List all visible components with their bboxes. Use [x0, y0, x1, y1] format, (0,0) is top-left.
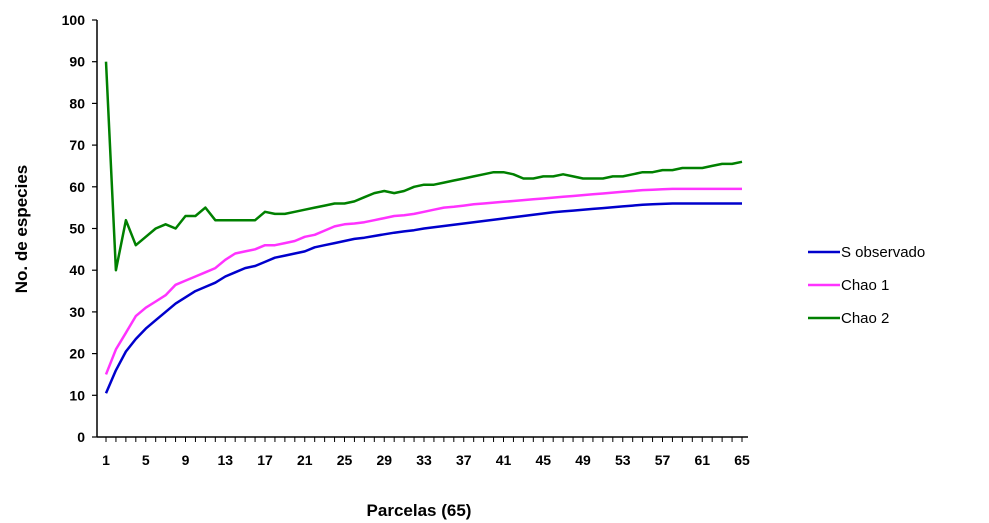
y-tick-label: 50: [69, 221, 85, 237]
y-tick-label: 100: [62, 12, 86, 28]
y-axis-title: No. de especies: [12, 165, 31, 294]
y-tick-label: 30: [69, 304, 85, 320]
series-line-chao-1: [104, 187, 742, 375]
x-tick-label: 5: [142, 452, 150, 468]
legend-label-chao-1: Chao 1: [841, 277, 889, 294]
series-line-chao-2: [104, 61, 743, 272]
legend-label-s-observado: S observado: [841, 244, 925, 261]
x-tick-label: 13: [217, 452, 233, 468]
x-tick-label: 53: [615, 452, 631, 468]
x-tick-label: 1: [102, 452, 110, 468]
y-tick-label: 10: [69, 387, 85, 403]
x-tick-label: 25: [337, 452, 353, 468]
x-tick-label: 45: [535, 452, 551, 468]
y-tick-label: 60: [69, 179, 85, 195]
series-line-s-observado: [104, 202, 742, 394]
x-tick-label: 49: [575, 452, 591, 468]
y-tick-label: 0: [77, 429, 85, 445]
x-tick-label: 65: [734, 452, 750, 468]
x-tick-label: 57: [655, 452, 671, 468]
x-tick-label: 17: [257, 452, 273, 468]
y-tick-label: 40: [69, 262, 85, 278]
legend-label-chao-2: Chao 2: [841, 310, 889, 327]
x-tick-label: 29: [376, 452, 392, 468]
x-tick-label: 41: [496, 452, 512, 468]
x-axis-title: Parcelas (65): [367, 501, 472, 520]
y-tick-label: 70: [69, 137, 85, 153]
y-tick-label: 90: [69, 54, 85, 70]
x-tick-label: 21: [297, 452, 313, 468]
x-tick-label: 9: [182, 452, 190, 468]
y-tick-label: 80: [69, 95, 85, 111]
x-tick-label: 61: [694, 452, 710, 468]
axes: 0 10 20 30 40 50 60 70 80 90 100 1 5 9 13 17 21 25 29 33 37 4…: [62, 12, 750, 468]
x-tick-label: 33: [416, 452, 432, 468]
y-tick-label: 20: [69, 346, 85, 362]
series-layer: [104, 61, 743, 394]
legend: S observado Chao 1 Chao 2: [808, 244, 925, 327]
x-tick-label: 37: [456, 452, 472, 468]
